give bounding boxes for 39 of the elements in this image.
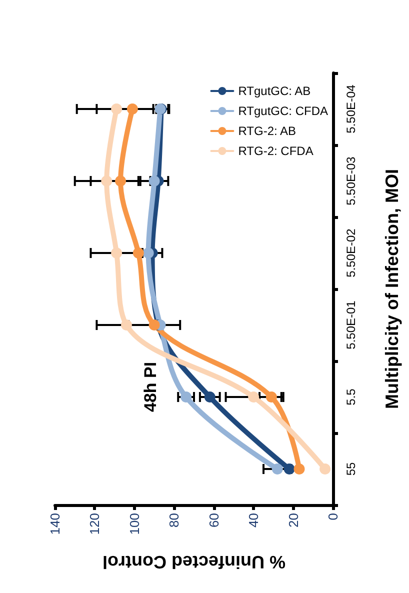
point	[148, 320, 160, 330]
x-tick-label: 100	[126, 513, 142, 535]
point	[272, 464, 283, 474]
y-tick-label: 5.5	[344, 388, 358, 406]
point	[148, 176, 160, 186]
x-tick-label: 60	[206, 513, 222, 528]
point	[204, 392, 216, 402]
point	[142, 248, 154, 258]
point	[111, 248, 122, 258]
text: 48h PI	[141, 362, 160, 412]
point	[120, 320, 132, 330]
x-tick-label: 120	[87, 513, 102, 535]
point	[115, 176, 126, 186]
x-tick-label: 80	[166, 513, 182, 528]
x-tick-label: 140	[48, 513, 62, 535]
x-tick-label: 40	[246, 513, 262, 528]
y-tick-label: 5.50E-01	[344, 300, 358, 350]
point	[111, 104, 122, 114]
point	[248, 392, 260, 402]
point	[284, 464, 295, 474]
point	[126, 104, 138, 114]
point	[266, 392, 277, 402]
point	[180, 392, 192, 402]
y-tick-label: 5.50E-02	[344, 228, 358, 278]
y-tick-label: 5.50E-04	[344, 84, 358, 134]
x-tick-label: 0	[326, 513, 340, 520]
x-tick-label: 20	[286, 513, 301, 528]
point	[132, 248, 144, 258]
legend-label: RTgutGC: CFDA	[238, 104, 328, 118]
y-tick-label: 5.50E-03	[344, 156, 358, 206]
point	[294, 464, 305, 474]
y-axis-title: Multiplicity of Infection, MOI	[382, 169, 402, 409]
legend-label: RTG-2: CFDA	[238, 144, 314, 158]
point	[320, 464, 331, 474]
point	[101, 176, 112, 186]
legend-label: RTG-2: AB	[238, 124, 296, 138]
x-axis-title: % Uninfected Control	[102, 552, 286, 572]
legend-label: RTgutGC: AB	[238, 84, 311, 98]
y-tick-label: 55	[344, 462, 358, 476]
